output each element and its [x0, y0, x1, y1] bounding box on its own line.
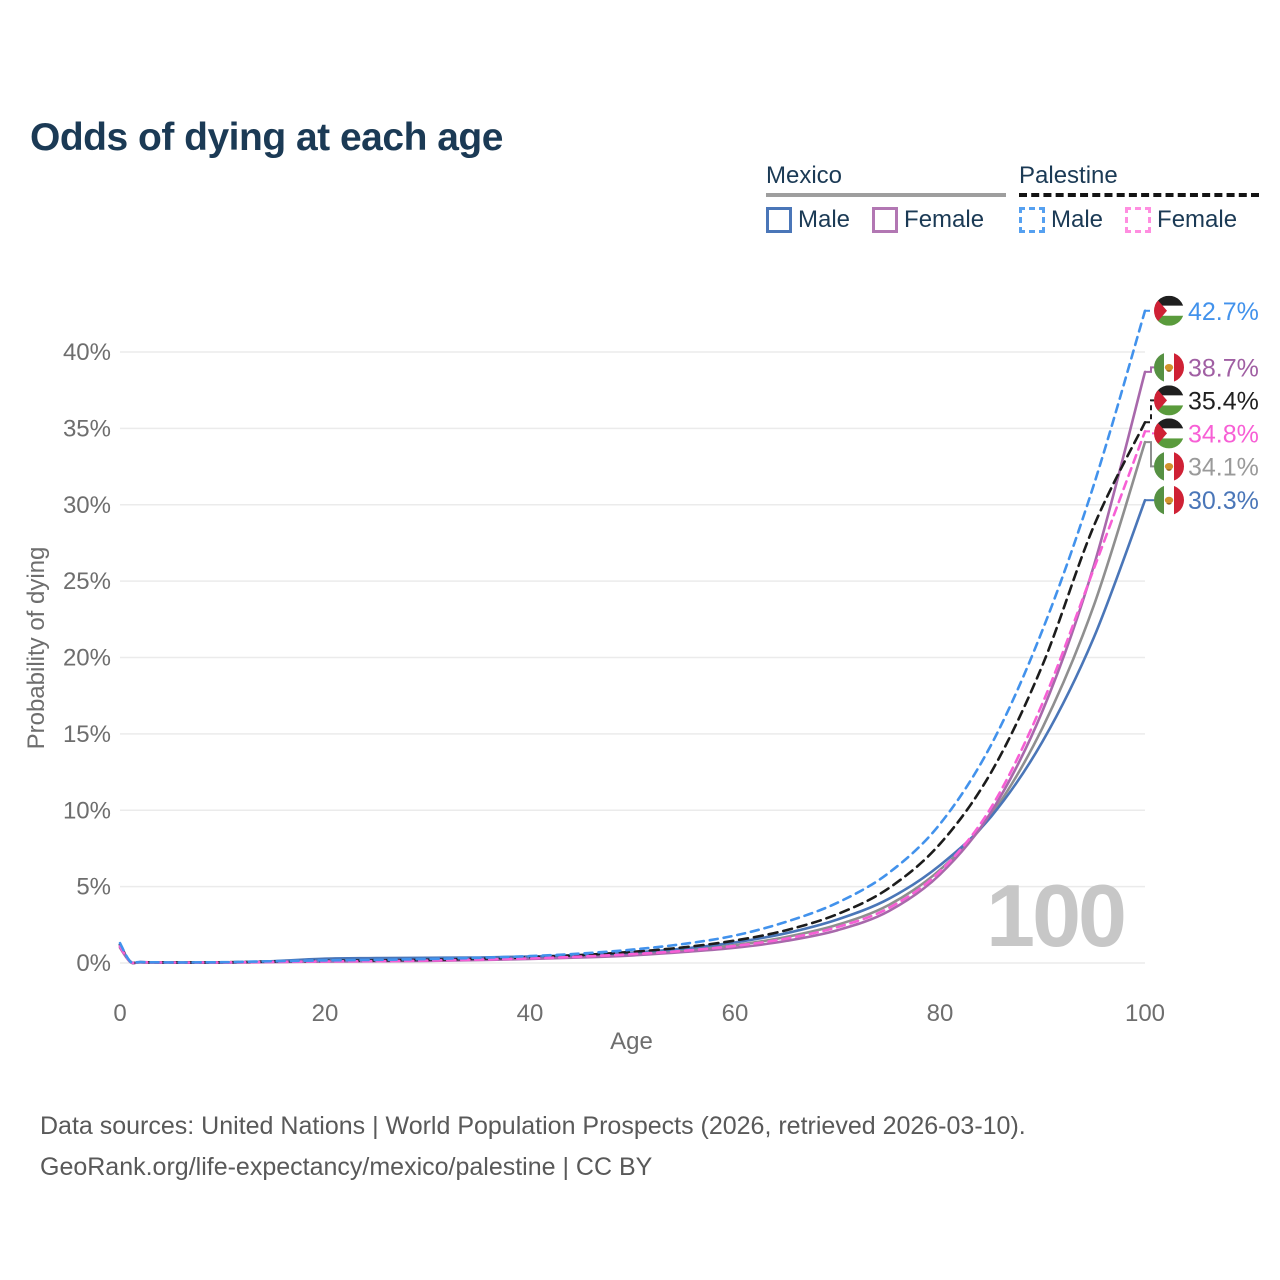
end-label-mexico-both[interactable]: 34.1% [1154, 451, 1259, 482]
palestine-female-swatch [1125, 207, 1152, 233]
end-label-value: 34.8% [1188, 420, 1259, 448]
y-tick-label: 0% [76, 950, 111, 977]
end-label-leader [1145, 399, 1154, 424]
legend-label: Male [798, 206, 851, 233]
legend-label: Male [1051, 206, 1104, 233]
end-label-mexico-male[interactable]: 30.3% [1154, 485, 1259, 516]
age-watermark: 100 [986, 866, 1124, 965]
y-tick-label: 30% [63, 492, 111, 519]
legend-group-palestine: Palestine Male Female [1019, 162, 1260, 234]
mexico-line-style-swatch [766, 193, 1007, 197]
y-tick-label: 10% [63, 797, 111, 824]
palestine-flag-icon [1154, 418, 1184, 449]
end-label-value: 30.3% [1188, 487, 1259, 515]
mexico-flag-icon [1154, 485, 1184, 516]
end-label-leader [1145, 441, 1154, 468]
legend-group-mexico: Mexico Male Female [766, 162, 1007, 234]
y-tick-label: 5% [76, 874, 111, 901]
legend-country-palestine[interactable]: Palestine [1019, 162, 1118, 189]
page-title: Odds of dying at each age [30, 116, 503, 160]
end-label-value: 34.1% [1188, 453, 1259, 481]
x-tick-label: 100 [1125, 1000, 1165, 1027]
x-tick-label: 80 [927, 1000, 954, 1027]
end-label-value: 38.7% [1188, 354, 1259, 382]
legend-label: Female [1157, 206, 1238, 233]
legend-item-mexico-male[interactable]: Male [766, 206, 850, 234]
palestine-flag-icon [1154, 385, 1184, 416]
palestine-male-swatch [1019, 207, 1045, 233]
mexico-female-swatch [872, 207, 899, 233]
end-label-palestine-both[interactable]: 35.4% [1154, 385, 1259, 416]
x-tick-label: 40 [517, 1000, 544, 1027]
end-label-leader [1145, 430, 1154, 435]
mexico-male-swatch [766, 207, 792, 233]
legend-item-mexico-female[interactable]: Female [872, 206, 984, 234]
y-tick-label: 40% [63, 339, 111, 366]
end-label-palestine-male[interactable]: 42.7% [1154, 295, 1259, 326]
end-label-mexico-female[interactable]: 38.7% [1154, 352, 1259, 383]
y-tick-label: 35% [63, 415, 111, 442]
x-axis-title: Age [610, 1028, 653, 1055]
palestine-line-style-swatch [1019, 193, 1260, 197]
y-tick-label: 20% [63, 645, 111, 672]
footer: Data sources: United Nations | World Pop… [40, 1106, 1026, 1188]
end-label-value: 35.4% [1188, 387, 1259, 415]
y-axis-title: Probability of dying [23, 547, 50, 750]
x-tick-label: 20 [312, 1000, 339, 1027]
legend-item-palestine-female[interactable]: Female [1125, 206, 1237, 234]
end-label-value: 42.7% [1188, 298, 1259, 326]
data-sources-line: Data sources: United Nations | World Pop… [40, 1112, 1026, 1140]
y-tick-label: 25% [63, 568, 111, 595]
end-label-palestine-female[interactable]: 34.8% [1154, 418, 1259, 449]
x-tick-label: 60 [722, 1000, 749, 1027]
mexico-flag-icon [1154, 451, 1184, 482]
legend-label: Female [904, 206, 985, 233]
legend-country-mexico[interactable]: Mexico [766, 162, 843, 189]
legend-item-palestine-male[interactable]: Male [1019, 206, 1103, 234]
palestine-flag-icon [1154, 295, 1184, 326]
x-tick-label: 0 [113, 1000, 126, 1027]
end-label-leader [1145, 366, 1154, 373]
mexico-flag-icon [1154, 352, 1184, 383]
y-tick-label: 15% [63, 721, 111, 748]
attribution-line[interactable]: GeoRank.org/life-expectancy/mexico/pales… [40, 1153, 653, 1181]
series-line-palestine-male[interactable] [118, 309, 1147, 965]
